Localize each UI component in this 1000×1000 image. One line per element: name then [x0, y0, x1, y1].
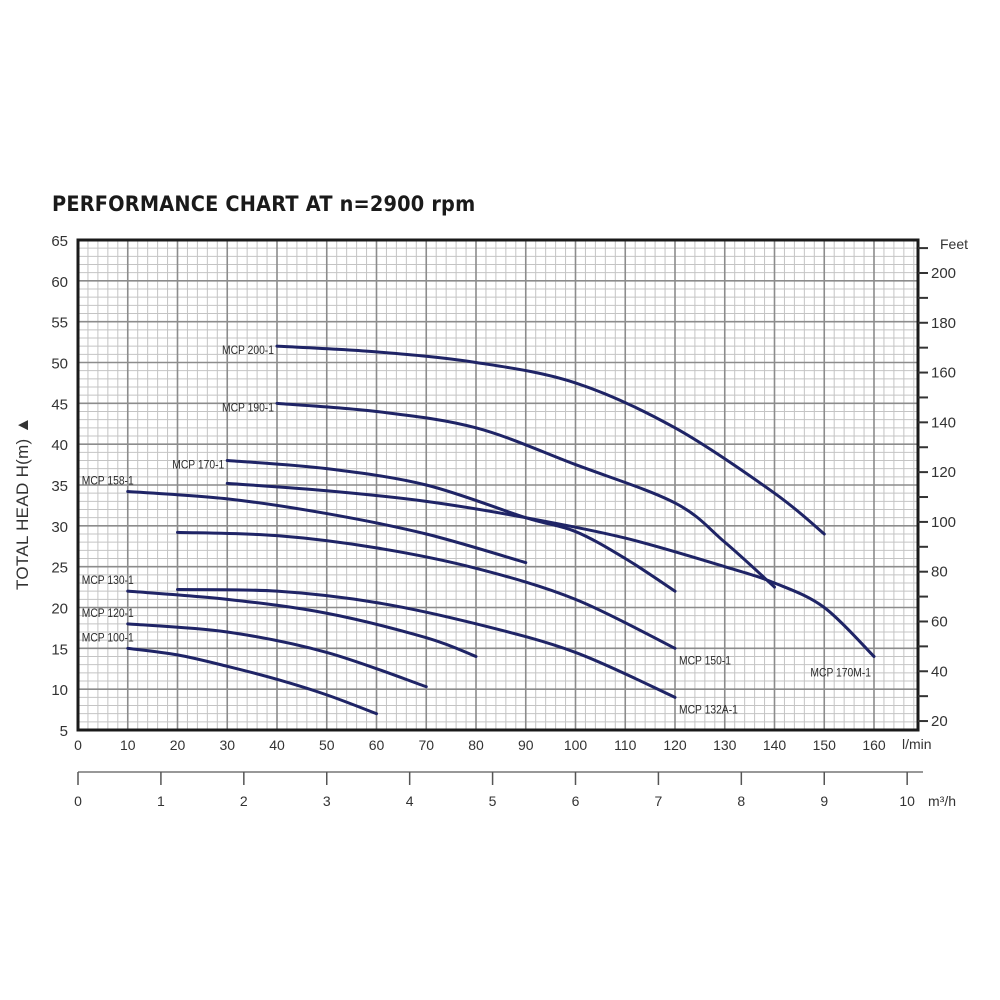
- curve-label: MCP 132A-1: [679, 704, 738, 717]
- x-tick-label: 150: [813, 737, 837, 753]
- plot-frame: [76, 238, 920, 732]
- curve-label: MCP 120-1: [82, 607, 134, 620]
- curve-mcp-170-1: [225, 459, 677, 593]
- y-axis-left-ticks: 5 10 15 20 25 30 35 40 45 50 55 60 65: [51, 233, 68, 740]
- x-axis-secondary-m3h: 0 1 2 3 4 5 6 7 8 9 10: [74, 771, 923, 809]
- curve-mcp-158-1: [126, 490, 528, 565]
- curve-mcp-120-1: [126, 622, 428, 689]
- curve-mcp-150-1: [176, 530, 677, 650]
- curve-mcp-200-1: [275, 344, 826, 536]
- right-tick-label: 20: [931, 713, 948, 730]
- x-tick-label: 70: [418, 737, 434, 753]
- curve-mcp-190-1: [275, 401, 776, 589]
- x2-tick-label: 3: [323, 793, 331, 809]
- right-tick-label: 140: [931, 414, 956, 431]
- x2-tick-label: 4: [406, 793, 414, 809]
- y-tick-label: 50: [51, 356, 68, 373]
- x2-tick-label: 9: [820, 793, 828, 809]
- y-tick-label: 15: [51, 641, 68, 658]
- chart-title: PERFORMANCE CHART AT n=2900 rpm: [52, 192, 476, 216]
- curve-label: MCP 200-1: [222, 345, 274, 358]
- x-tick-label: 10: [120, 737, 136, 753]
- y-axis-right-feet: 20 40 60 80 100 120 140 160 180 200: [918, 247, 956, 730]
- curve-label: MCP 100-1: [82, 632, 134, 645]
- x-tick-label: 30: [219, 737, 235, 753]
- x-tick-label: 90: [518, 737, 534, 753]
- x-tick-label: 40: [269, 737, 285, 753]
- curve-label: MCP 150-1: [679, 655, 731, 668]
- y-tick-label: 35: [51, 478, 68, 495]
- right-tick-label: 100: [931, 514, 956, 531]
- x-tick-label: 110: [614, 737, 637, 753]
- curve-mcp-130-1: [126, 589, 478, 658]
- x-tick-label: 60: [369, 737, 385, 753]
- y-tick-label: 45: [51, 396, 68, 413]
- right-tick-label: 60: [931, 613, 948, 630]
- y-tick-label: 20: [51, 601, 68, 618]
- x-tick-label: 130: [713, 737, 737, 753]
- curve-labels: MCP 200-1 MCP 190-1 MCP 170-1 MCP 158-1 MCP …: [82, 345, 871, 717]
- curve-group: [126, 344, 876, 716]
- x2-tick-label: 2: [240, 793, 248, 809]
- right-tick-label: 40: [931, 663, 948, 680]
- x2-tick-label: 0: [74, 793, 82, 809]
- x2-tick-label: 6: [572, 793, 580, 809]
- right-tick-label: 200: [931, 265, 956, 282]
- x-axis-primary-ticks: 0 10 20 30 40 50 60 70 80 90 100 110 120 130 140 150 160: [74, 737, 886, 753]
- x-axis-unit-label: l/min: [902, 736, 932, 752]
- curve-label: MCP 190-1: [222, 402, 274, 415]
- curve-label: MCP 158-1: [82, 475, 134, 488]
- y-tick-label: 55: [51, 315, 68, 332]
- x2-tick-label: 7: [655, 793, 663, 809]
- y-tick-label: 30: [51, 519, 68, 536]
- curve-label: MCP 130-1: [82, 575, 134, 588]
- right-tick-label: 180: [931, 315, 956, 332]
- x-tick-label: 80: [468, 737, 484, 753]
- right-tick-label: 160: [931, 365, 956, 382]
- x2-axis-unit-label: m³/h: [928, 793, 956, 809]
- right-axis-unit-label: Feet: [940, 236, 968, 252]
- x2-tick-label: 1: [157, 793, 165, 809]
- x-tick-label: 140: [763, 737, 787, 753]
- x2-tick-label: 5: [489, 793, 497, 809]
- curve-mcp-132a-1: [176, 588, 677, 699]
- y-tick-label: 5: [60, 723, 68, 740]
- x-tick-label: 50: [319, 737, 335, 753]
- x-tick-label: 120: [663, 737, 687, 753]
- x-tick-label: 0: [74, 737, 82, 753]
- right-tick-label: 80: [931, 564, 948, 581]
- y-tick-label: 65: [51, 233, 68, 250]
- y-tick-label: 10: [51, 682, 68, 699]
- curve-mcp-170m-1: [225, 481, 876, 658]
- x-tick-label: 20: [170, 737, 186, 753]
- y-tick-label: 60: [51, 274, 68, 291]
- y-tick-label: 25: [51, 560, 68, 577]
- x2-tick-label: 10: [899, 793, 915, 809]
- curve-label: MCP 170M-1: [810, 667, 871, 680]
- x2-tick-label: 8: [737, 793, 745, 809]
- right-tick-label: 120: [931, 464, 956, 481]
- x-tick-label: 160: [862, 737, 886, 753]
- curve-label: MCP 170-1: [172, 459, 224, 472]
- x-tick-label: 100: [564, 737, 588, 753]
- curve-mcp-100-1: [126, 646, 378, 716]
- y-tick-label: 40: [51, 437, 68, 454]
